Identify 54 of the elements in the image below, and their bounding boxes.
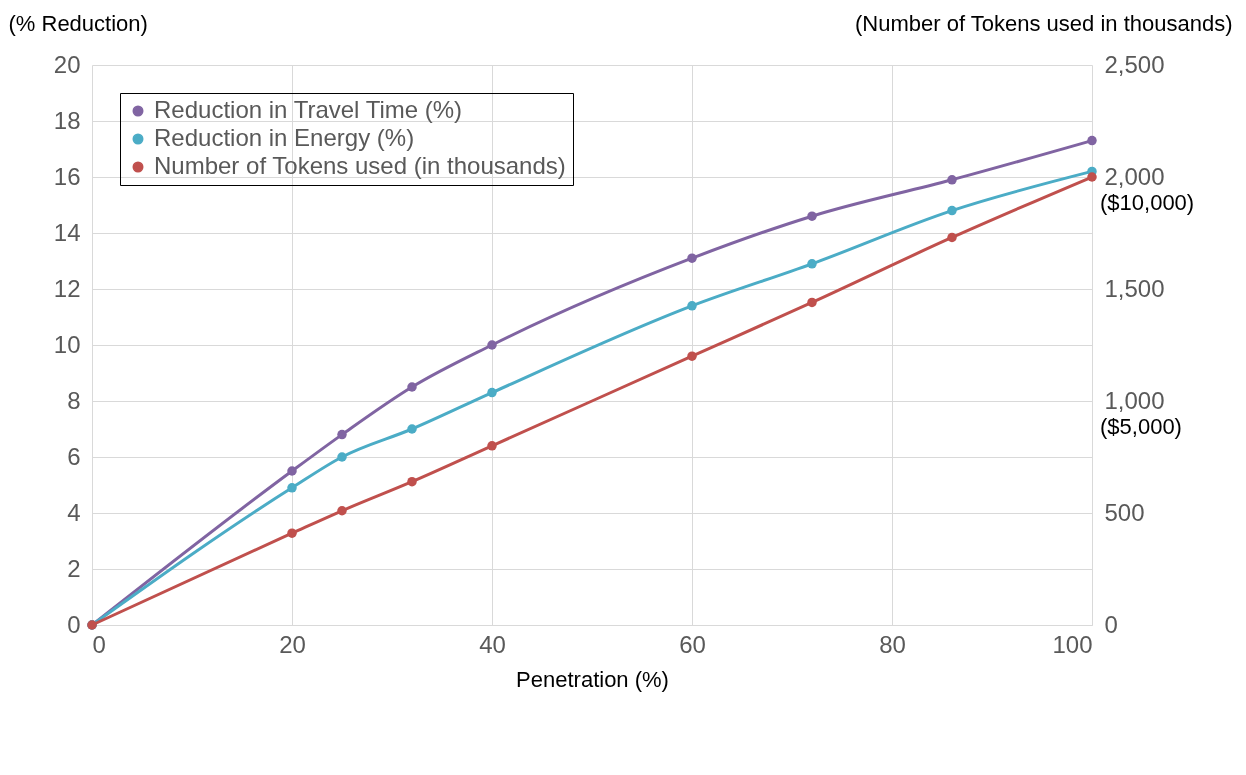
x-tick-label: 40	[479, 630, 506, 658]
y-axis-title: (% Reduction)	[8, 10, 148, 36]
text: ($5,000)	[1100, 414, 1182, 439]
text: ($10,000)	[1100, 190, 1195, 215]
point	[687, 301, 697, 311]
point	[807, 297, 817, 308]
y-tick-label: 18	[53, 106, 81, 134]
y-tick-label: 20	[53, 50, 81, 78]
x-tick-label: 80	[879, 630, 906, 658]
y2-tick-label: 500	[1104, 498, 1145, 526]
y-tick-label: 4	[67, 498, 81, 526]
y2-tick-label: 2,500	[1104, 50, 1165, 78]
point	[807, 211, 817, 221]
point	[407, 424, 417, 434]
x-tick-label: 20	[279, 630, 306, 658]
point	[1087, 135, 1097, 146]
y2-axis-title: (Number of Tokens used in thousands)	[855, 10, 1233, 36]
y-tick-label: 6	[67, 442, 81, 470]
y-tick-label: 14	[53, 218, 81, 246]
point	[407, 476, 417, 487]
point	[487, 387, 497, 398]
legend-label: Reduction in Travel Time (%)	[154, 96, 463, 123]
legend-label: Number of Tokens used (in thousands)	[154, 152, 566, 179]
y-tick-label: 8	[67, 386, 81, 414]
point	[947, 232, 957, 243]
y2-tick-label: 1,500	[1104, 274, 1165, 302]
point	[287, 528, 297, 538]
point	[807, 259, 817, 269]
point	[687, 351, 697, 361]
x-axis-title: Penetration (%)	[516, 666, 669, 692]
point	[337, 506, 347, 516]
point	[687, 253, 697, 263]
point	[1087, 172, 1097, 182]
point	[287, 483, 297, 493]
x-tick-label: 0	[92, 630, 106, 658]
y-tick-label: 0	[67, 610, 81, 638]
point	[947, 205, 957, 216]
point	[487, 441, 497, 451]
legend-label: Reduction in Energy (%)	[154, 124, 415, 151]
y-tick-label: 12	[53, 274, 81, 302]
point	[947, 175, 957, 185]
y2-tick-label: 2,000	[1104, 162, 1165, 190]
point	[337, 452, 347, 462]
point	[407, 382, 417, 392]
point	[337, 429, 347, 440]
point	[287, 466, 297, 476]
x-tick-label: 100	[1052, 630, 1093, 658]
x-tick-label: 60	[679, 630, 706, 658]
y-tick-label: 2	[67, 554, 81, 582]
y2-tick-label: 0	[1104, 610, 1118, 638]
y-tick-label: 16	[53, 162, 81, 190]
point	[487, 340, 497, 350]
y-tick-label: 10	[53, 330, 81, 358]
y2-tick-label: 1,000	[1104, 386, 1165, 414]
